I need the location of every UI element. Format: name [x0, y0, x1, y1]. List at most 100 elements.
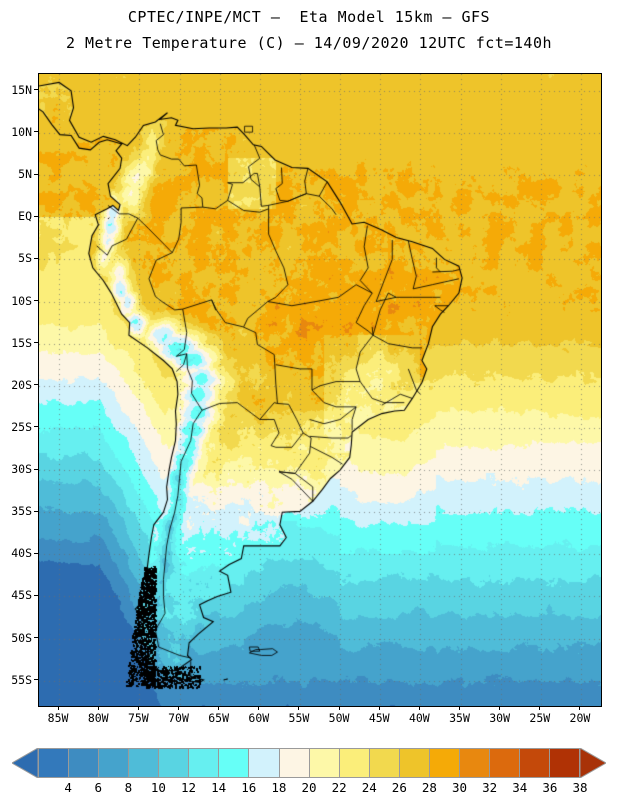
y-axis-tick [34, 300, 38, 302]
colorbar-segment [398, 748, 429, 778]
x-axis-tick [579, 706, 581, 710]
y-axis-tick-label: 35S [11, 504, 32, 519]
colorbar-tick-label: 4 [64, 780, 72, 795]
colorbar-under-arrow [12, 748, 38, 778]
y-axis-tick [34, 173, 38, 175]
y-axis-tick [34, 594, 38, 596]
x-axis-tick-label: 85W [47, 711, 69, 725]
x-axis-tick [97, 706, 99, 710]
x-axis-tick [218, 706, 220, 710]
colorbar-tick-label: 10 [150, 780, 166, 795]
colorbar-segment [428, 748, 459, 778]
y-axis-tick-label: 55S [11, 672, 32, 687]
colorbar-tick-label: 36 [542, 780, 558, 795]
x-axis-tick [378, 706, 380, 710]
y-axis-tick-label: 10N [11, 124, 32, 139]
colorbar-segment [248, 748, 279, 778]
colorbar-tick-label: 18 [271, 780, 287, 795]
colorbar-segment [278, 748, 309, 778]
y-axis-tick-label: 5S [18, 251, 32, 266]
colorbar [0, 748, 618, 780]
y-axis-tick-label: 30S [11, 462, 32, 477]
y-axis-tick-label: 5N [18, 167, 32, 182]
y-axis-tick [34, 637, 38, 639]
colorbar-segment [368, 748, 399, 778]
colorbar-segment [519, 748, 550, 778]
x-axis-tick [137, 706, 139, 710]
x-axis-tick [178, 706, 179, 710]
colorbar-tick-label: 28 [421, 780, 437, 795]
colorbar-tick-label: 16 [241, 780, 257, 795]
x-axis-tick [57, 706, 59, 710]
x-axis-tick [298, 706, 300, 710]
x-axis-tick [539, 706, 541, 710]
x-axis-tick [418, 706, 420, 710]
colorbar-segment [549, 748, 581, 778]
x-axis-tick-label: 70W [168, 711, 189, 725]
x-axis-tick-label: 80W [87, 711, 109, 725]
y-axis-tick-label: 15N [11, 82, 32, 97]
x-axis-tick-label: 60W [248, 711, 270, 725]
colorbar-tick-labels: 4 6 8 10 12 14 16 18 20 22 24 26 28 30 32 34 36 38 [0, 780, 618, 800]
colorbar-tick-label: 38 [572, 780, 588, 795]
y-axis-tick [34, 679, 38, 681]
y-axis-tick [34, 257, 38, 259]
colorbar-segment [488, 748, 519, 778]
chart-title-block: CPTEC/INPE/MCT — Eta Model 15km — GFS 2 … [0, 0, 618, 56]
y-axis-tick [34, 89, 38, 91]
x-axis-tick [499, 706, 501, 710]
temperature-field-canvas [39, 74, 601, 706]
colorbar-segment [458, 748, 489, 778]
colorbar-segment [188, 748, 219, 778]
colorbar-tick-label: 34 [512, 780, 528, 795]
y-axis-tick-label: 40S [11, 546, 32, 561]
y-axis-tick [34, 468, 38, 470]
colorbar-tick-label: 22 [331, 780, 347, 795]
x-axis-tick-label: 20W [569, 711, 591, 725]
x-axis-tick-label: 75W [127, 711, 149, 725]
colorbar-tick-label: 8 [124, 780, 133, 795]
y-axis-tick [34, 342, 38, 344]
colorbar-tick-label: 14 [211, 780, 227, 795]
x-axis-tick [338, 706, 340, 710]
y-axis-tick [34, 510, 38, 512]
y-axis-tick [34, 215, 38, 217]
colorbar-tick-label: 30 [452, 780, 468, 795]
x-axis-tick-label: 55W [288, 711, 310, 725]
colorbar-segments [38, 748, 581, 778]
x-axis-tick [258, 706, 260, 710]
colorbar-tick-label: 32 [482, 780, 498, 795]
y-axis-tick [34, 426, 38, 428]
colorbar-segment [338, 748, 369, 778]
x-axis-tick-label: 50W [328, 711, 350, 725]
variable-title: 2 Metre Temperature (C) — 14/09/2020 12U… [65, 34, 553, 52]
colorbar-tick-label: 6 [94, 780, 102, 795]
y-axis-tick-label: 25S [11, 419, 32, 434]
colorbar-tick-label: 26 [391, 780, 407, 795]
x-axis-tick-label: 40W [408, 711, 430, 725]
colorbar-segment [128, 748, 159, 778]
x-axis-tick-label: 45W [368, 711, 390, 725]
colorbar-segment [308, 748, 339, 778]
colorbar-over-arrow [580, 748, 606, 778]
x-axis-tick-label: 25W [529, 711, 551, 725]
y-axis-tick-label: 45S [11, 588, 32, 603]
x-axis-tick-label: 65W [208, 711, 230, 725]
colorbar-tick-label: 12 [181, 780, 197, 795]
colorbar-segment [158, 748, 189, 778]
y-axis-tick-label: 20S [11, 377, 32, 392]
y-axis-tick [34, 384, 38, 386]
x-axis-tick-label: 30W [489, 711, 511, 725]
temperature-map [38, 73, 602, 707]
y-axis-tick-label: 10S [11, 293, 32, 308]
colorbar-segment [38, 748, 69, 778]
x-axis-tick-label: 35W [449, 711, 470, 725]
colorbar-segment [218, 748, 249, 778]
colorbar-tick-label: 20 [301, 780, 317, 795]
colorbar-segment [98, 748, 129, 778]
y-axis-tick [34, 131, 38, 133]
colorbar-tick-label: 24 [361, 780, 377, 795]
y-axis-tick-label: EQ [18, 209, 32, 224]
model-title: CPTEC/INPE/MCT — Eta Model 15km — GFS [127, 8, 491, 26]
y-axis-tick [34, 552, 38, 554]
